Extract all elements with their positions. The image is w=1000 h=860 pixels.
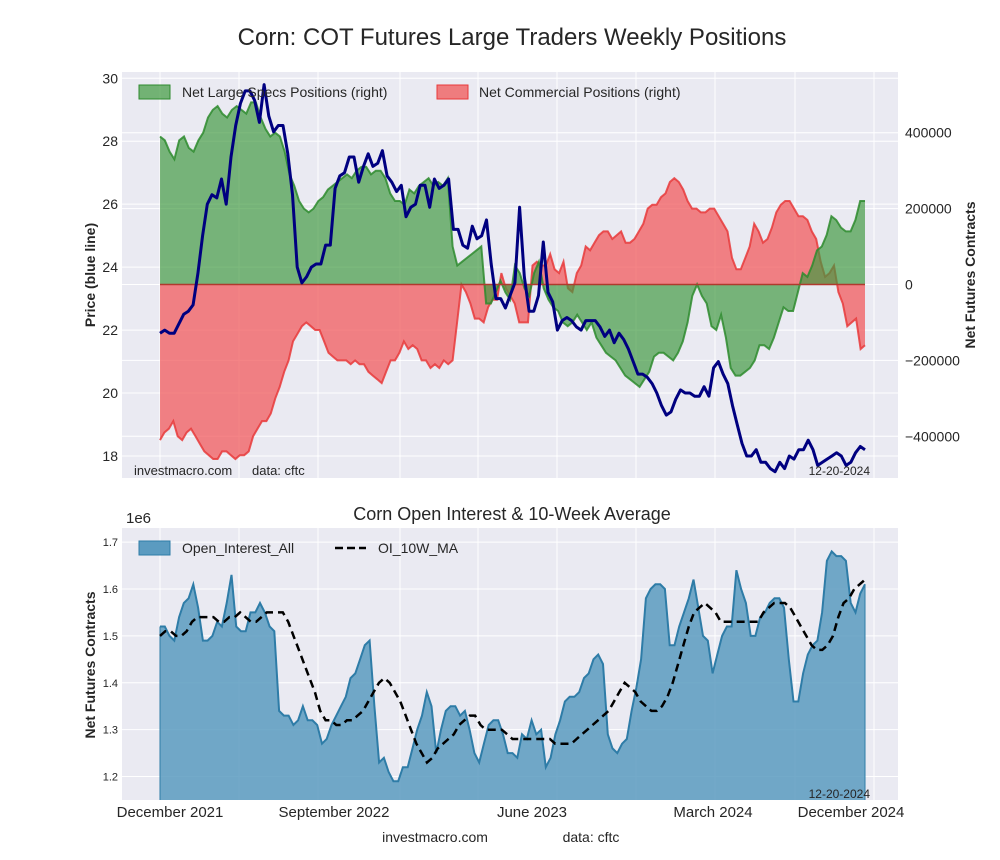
price-tick-label: 18 [102,448,118,464]
open-interest-tick-label: 1.7 [103,537,118,549]
open-interest-tick-label: 1.5 [103,631,118,643]
bottom-chart: Corn Open Interest & 10-Week Average 1e6… [82,504,904,845]
price-tick-label: 26 [102,196,118,212]
bottom-chart-title: Corn Open Interest & 10-Week Average [353,504,671,524]
footer-data: data: cftc [563,829,620,845]
net-contracts-axis-label: Net Futures Contracts [962,201,978,348]
legend-label-ma: OI_10W_MA [378,540,459,556]
legend-swatch-open-interest [139,541,170,555]
price-axis-ticks: 18 20 22 24 26 28 30 [102,70,118,464]
data-annotation: data: cftc [252,463,305,478]
legend-swatch-large-specs [139,85,170,99]
open-interest-axis-ticks: 1.2 1.3 1.4 1.5 1.6 1.7 [103,537,118,783]
net-contracts-axis-ticks: −400000 −200000 0 200000 400000 [905,125,960,445]
price-tick-label: 28 [102,133,118,149]
date-tick-label: March 2024 [673,804,752,821]
source-annotation: investmacro.com [134,463,232,478]
contracts-tick-label: −200000 [905,352,960,368]
date-annotation-top: 12-20-2024 [809,464,871,478]
date-annotation-bottom: 12-20-2024 [809,787,871,801]
open-interest-tick-label: 1.2 [103,772,118,784]
contracts-tick-label: 400000 [905,125,952,141]
open-interest-tick-label: 1.6 [103,584,118,596]
date-tick-label: December 2024 [798,804,905,821]
contracts-tick-label: 200000 [905,201,952,217]
contracts-tick-label: 0 [905,276,913,292]
figure-title: Corn: COT Futures Large Traders Weekly P… [238,24,787,51]
axis-offset-label: 1e6 [126,510,151,527]
contracts-tick-label: −400000 [905,428,960,444]
date-tick-label: September 2022 [279,804,390,821]
date-tick-label: June 2023 [497,804,567,821]
legend-label-open-interest: Open_Interest_All [182,540,294,556]
legend-label-large-specs: Net Large Specs Positions (right) [182,84,387,100]
price-tick-label: 24 [102,259,118,275]
top-chart: 18 20 22 24 26 28 30 −400000 −200000 0 200000 4000… [82,70,978,478]
price-tick-label: 22 [102,322,118,338]
open-interest-tick-label: 1.4 [103,678,118,690]
price-axis-label: Price (blue line) [82,223,98,327]
legend-swatch-commercial [437,85,468,99]
open-interest-axis-label: Net Futures Contracts [82,591,98,738]
price-tick-label: 20 [102,385,118,401]
date-axis-ticks: December 2021 September 2022 June 2023 Marc… [117,804,905,821]
figure: Corn: COT Futures Large Traders Weekly P… [0,0,1000,860]
legend-label-commercial: Net Commercial Positions (right) [479,84,681,100]
footer-source: investmacro.com [382,829,488,845]
open-interest-tick-label: 1.3 [103,725,118,737]
date-tick-label: December 2021 [117,804,224,821]
price-tick-label: 30 [102,70,118,86]
